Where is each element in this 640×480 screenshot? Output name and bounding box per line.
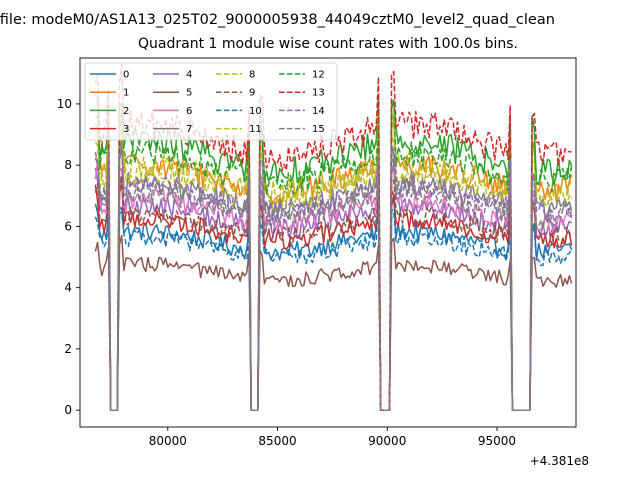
- y-tick-label: 0: [64, 403, 72, 417]
- legend-label-7: 7: [186, 124, 192, 135]
- y-tick-label: 6: [64, 219, 72, 233]
- legend-label-3: 3: [123, 124, 129, 135]
- legend-box: [84, 62, 338, 141]
- series-line-10: [94, 202, 573, 411]
- series-line-14: [94, 145, 573, 411]
- series-line-9: [94, 175, 573, 411]
- legend-label-13: 13: [312, 88, 325, 99]
- series-line-12: [94, 99, 573, 411]
- x-offset-label: +4.381e8: [530, 454, 589, 468]
- chart-title: Quadrant 1 module wise count rates with …: [138, 36, 518, 52]
- legend-label-2: 2: [123, 106, 129, 117]
- legend-label-9: 9: [249, 88, 255, 99]
- figure-suptitle: h file: modeM0/AS1A13_025T02_9000005938_…: [0, 12, 555, 28]
- legend-label-5: 5: [186, 88, 192, 99]
- x-tick-label: 95000: [478, 434, 516, 448]
- legend-label-6: 6: [186, 106, 192, 117]
- legend-label-14: 14: [312, 106, 325, 117]
- y-tick-label: 8: [64, 158, 72, 172]
- series-line-11: [94, 123, 573, 411]
- plot-frame: [79, 57, 577, 428]
- series-line-6: [94, 159, 572, 411]
- legend-label-4: 4: [186, 70, 192, 81]
- legend-label-8: 8: [249, 70, 255, 81]
- x-tick-label: 90000: [368, 434, 406, 448]
- series-line-2: [94, 94, 573, 411]
- x-tick-label: 80000: [149, 434, 187, 448]
- series-line-15: [94, 145, 573, 411]
- legend-label-1: 1: [123, 88, 129, 99]
- legend-label-11: 11: [249, 124, 262, 135]
- y-tick-label: 10: [57, 97, 72, 111]
- y-tick-label: 4: [64, 281, 72, 295]
- x-tick-label: 85000: [258, 434, 296, 448]
- series-line-5: [94, 234, 573, 411]
- series-line-8: [94, 111, 573, 411]
- series-lines: [94, 64, 573, 411]
- legend-label-10: 10: [249, 106, 262, 117]
- y-tick-label: 2: [64, 342, 72, 356]
- legend-label-0: 0: [123, 70, 129, 81]
- legend-label-12: 12: [312, 70, 325, 81]
- legend-label-15: 15: [312, 124, 325, 135]
